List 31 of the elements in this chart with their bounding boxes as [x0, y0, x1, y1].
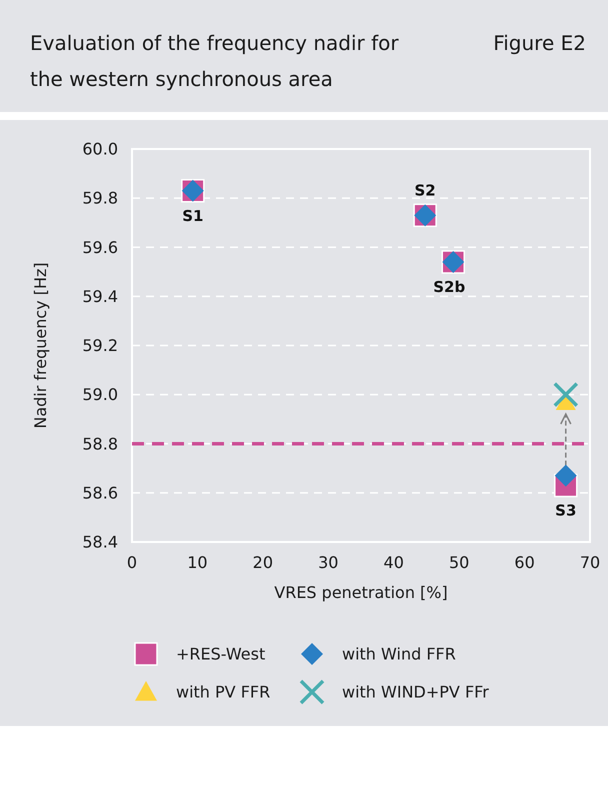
- y-tick-label: 59.0: [82, 385, 118, 404]
- chart-title: Evaluation of the frequency nadir for the western synchronous area: [30, 31, 400, 91]
- y-tick-label: 58.8: [82, 434, 118, 454]
- x-tick-label: 0: [126, 553, 138, 572]
- x-tick-label: 50: [448, 553, 470, 572]
- x-axis-title: VRES penetration [%]: [274, 583, 448, 602]
- x-tick-label: 20: [252, 553, 274, 572]
- point: [553, 382, 579, 408]
- x-tick-label: 40: [384, 553, 404, 572]
- y-axis-title: Nadir frequency [Hz]: [31, 262, 50, 429]
- legend-label: with Wind FFR: [342, 644, 456, 664]
- x-tick-label: 10: [187, 553, 208, 572]
- y-tick-label: 58.4: [82, 532, 118, 552]
- legend-label: +RES-West: [176, 644, 266, 664]
- y-tick-label: 58.6: [82, 483, 118, 502]
- point: [554, 464, 577, 487]
- x-tick-label: 60: [514, 553, 535, 572]
- x-tick-label: 70: [580, 553, 600, 572]
- y-tick-label: 59.2: [82, 336, 118, 356]
- annotation: S2: [414, 181, 436, 200]
- y-tick-label: 59.6: [82, 238, 118, 257]
- chart-subtitle: Figure E2: [493, 31, 586, 55]
- legend-label: with PV FFR: [176, 682, 270, 702]
- y-tick-label: 59.4: [82, 286, 118, 306]
- annotation: S1: [182, 206, 204, 225]
- x-tick-label: 30: [318, 553, 338, 572]
- annotation: S3: [555, 502, 576, 520]
- annotation: S2b: [433, 278, 466, 296]
- y-tick-label: 60.0: [82, 140, 118, 159]
- legend-label: with WIND+PV FFr: [342, 682, 490, 702]
- y-tick-label: 59.8: [82, 188, 118, 208]
